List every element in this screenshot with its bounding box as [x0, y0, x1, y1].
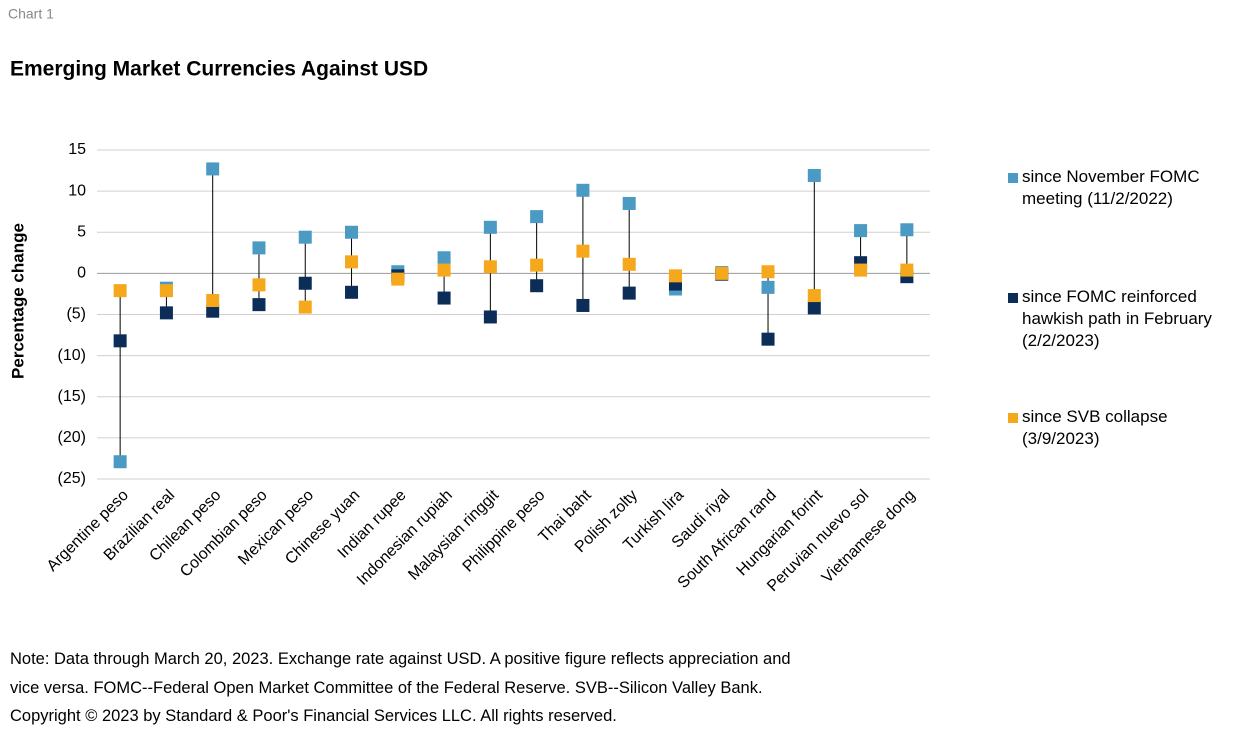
marker	[576, 183, 590, 197]
marker	[298, 276, 312, 290]
chart-label: Chart 1	[8, 6, 54, 22]
marker	[437, 291, 451, 305]
marker	[113, 284, 127, 298]
marker	[622, 257, 636, 271]
marker	[622, 286, 636, 300]
marker	[437, 251, 451, 265]
legend-marker	[1008, 293, 1018, 303]
marker	[807, 289, 821, 303]
marker	[483, 260, 497, 274]
marker	[113, 334, 127, 348]
marker	[668, 269, 682, 283]
marker	[345, 255, 359, 269]
marker	[900, 263, 914, 277]
marker	[530, 258, 544, 272]
marker	[530, 210, 544, 224]
marker	[206, 294, 220, 308]
marker	[298, 300, 312, 314]
legend-label: since FOMC reinforced hawkish path in Fe…	[1022, 287, 1212, 350]
marker	[854, 263, 868, 277]
y-tick-label: 5	[77, 223, 86, 240]
marker	[391, 272, 405, 286]
x-tick-label: Hungarian forint	[734, 486, 827, 579]
note-line: vice versa. FOMC--Federal Open Market Co…	[10, 678, 763, 697]
marker	[159, 284, 173, 298]
y-tick-label: 15	[68, 141, 86, 158]
y-tick-label: 0	[77, 265, 86, 282]
marker	[761, 332, 775, 346]
x-tick-label: Philippine peso	[460, 487, 549, 576]
y-tick-label: (5)	[66, 306, 86, 323]
marker	[252, 298, 266, 312]
marker	[298, 230, 312, 244]
marker	[252, 278, 266, 292]
marker	[854, 224, 868, 238]
x-tick-label: Colombian peso	[177, 487, 271, 581]
legend-label: since SVB collapse (3/9/2023)	[1022, 407, 1168, 448]
marker	[807, 301, 821, 315]
y-tick-label: (15)	[58, 388, 86, 405]
y-tick-label: (25)	[58, 470, 86, 487]
marker	[159, 306, 173, 320]
y-axis-label: Percentage change	[8, 223, 27, 379]
marker	[483, 220, 497, 234]
note-line: Note: Data through March 20, 2023. Excha…	[10, 650, 791, 668]
marker	[761, 280, 775, 294]
marker	[576, 298, 590, 312]
marker	[345, 285, 359, 299]
marker	[206, 162, 220, 176]
marker	[252, 241, 266, 255]
chart-title: Emerging Market Currencies Against USD	[10, 58, 428, 81]
marker	[113, 455, 127, 469]
marker	[807, 168, 821, 182]
marker	[576, 244, 590, 258]
marker	[345, 225, 359, 239]
marker	[206, 304, 220, 318]
legend-label: since November FOMC meeting (11/2/2022)	[1022, 167, 1200, 208]
marker	[900, 223, 914, 237]
legend-marker	[1008, 173, 1018, 183]
legend-marker	[1008, 413, 1018, 423]
marker	[530, 279, 544, 293]
y-tick-label: (10)	[58, 347, 86, 364]
marker	[715, 266, 729, 280]
marker	[483, 310, 497, 324]
x-tick-label: Argentine peso	[44, 487, 132, 575]
y-tick-label: 10	[68, 182, 86, 199]
marker	[761, 265, 775, 279]
y-tick-label: (20)	[58, 429, 86, 446]
note-line: Copyright © 2023 by Standard & Poor's Fi…	[10, 707, 617, 725]
marker	[437, 263, 451, 277]
marker	[622, 196, 636, 210]
